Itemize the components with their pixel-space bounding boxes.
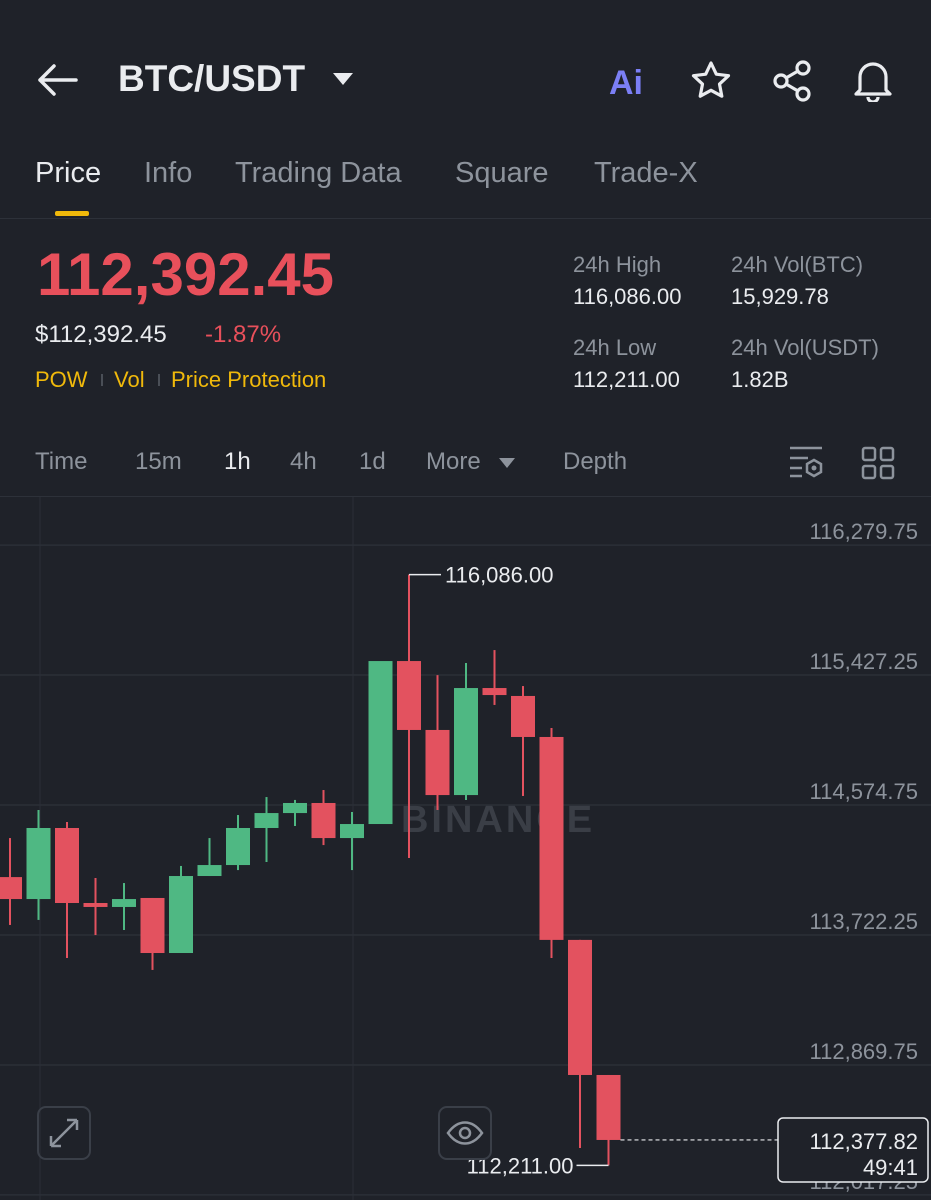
candle-body [340,824,364,839]
candle-body [83,903,108,907]
timeframe[interactable]: Time [35,448,88,475]
divider [0,218,931,219]
y-tick-label: 113,722.25 [810,909,918,934]
low-label: 112,211.00 [467,1153,574,1178]
candlestick-chart: BINANCE 116,279.75 115,427.25 114,574.75 11… [0,497,931,1200]
candle-body [0,877,22,900]
timeframe[interactable]: Depth [563,448,628,475]
stat-value: 1.82B [731,367,789,392]
tab[interactable]: Square [455,157,549,189]
symbol-caret[interactable] [332,72,354,86]
y-tick-label: 115,427.25 [810,649,918,674]
stat-value: 112,211.00 [573,367,680,392]
tab[interactable]: Info [144,157,193,189]
candle-body [226,827,250,866]
stat-label: 24h High [573,252,662,277]
watermark: BINANCE [401,799,595,841]
alert-icon[interactable] [852,58,894,102]
tab[interactable]: Trade-X [594,157,698,189]
tab-indicator [55,211,89,216]
candle-body [596,1074,621,1140]
stat-label: 24h Low [573,335,657,360]
last-price: 112,392.45 [37,241,334,308]
candle-body [112,899,136,907]
tag[interactable]: POW [35,367,88,392]
timeframe[interactable]: 15m [135,448,182,475]
candle-body [283,802,307,814]
indicator-settings-icon[interactable] [788,444,824,480]
layout-icon[interactable] [861,446,895,480]
candle-body [169,876,193,954]
current-price-box [777,1117,929,1183]
candle-body [397,661,421,730]
tag-separator [101,374,103,386]
timeframe[interactable]: 1h [224,448,251,475]
tag[interactable]: Price Protection [171,367,327,392]
y-tick-label: 116,279.75 [810,519,918,544]
back-button[interactable] [36,62,78,98]
candle-body [197,865,222,877]
share-icon[interactable] [772,60,814,102]
divider [0,496,931,497]
usd-price: $112,392.45 [35,321,167,348]
candle-body [254,813,279,828]
candle-body [425,729,450,796]
stat-value: 116,086.00 [573,284,682,309]
visibility-button[interactable] [438,1106,492,1160]
y-tick-label: 112,869.75 [810,1039,918,1064]
symbol[interactable]: BTC/USDT [118,58,306,99]
candle-body [482,688,507,696]
candle-body [568,939,592,1075]
more-caret[interactable] [498,457,516,469]
candle-body [55,827,79,904]
candle-body [454,688,478,796]
price-change: -1.87% [205,321,282,348]
favorite-icon[interactable] [690,60,732,100]
tab[interactable]: Trading Data [235,157,402,189]
candle-body [511,695,535,737]
stat-label: 24h Vol(BTC) [731,252,864,277]
fullscreen-button[interactable] [37,1106,91,1160]
timeframe[interactable]: 4h [290,448,317,475]
timeframe[interactable]: More [426,448,481,475]
current-price-label: 112,377.82 [810,1129,918,1154]
timeframe[interactable]: 1d [359,448,386,475]
candle-body [26,827,51,900]
candle-body [539,736,564,940]
tag-separator [158,374,160,386]
countdown-label: 49:41 [863,1155,918,1180]
tag[interactable]: Vol [114,367,145,392]
candle-body [368,661,393,825]
candle-body [140,897,165,954]
stat-value: 15,929.78 [731,284,829,309]
ai-button[interactable]: Ai [609,64,643,102]
y-tick-label: 114,574.75 [810,779,918,804]
candle-body [311,802,336,839]
tab[interactable]: Price [35,157,102,189]
stat-label: 24h Vol(USDT) [731,335,879,360]
high-label: 116,086.00 [445,563,553,588]
